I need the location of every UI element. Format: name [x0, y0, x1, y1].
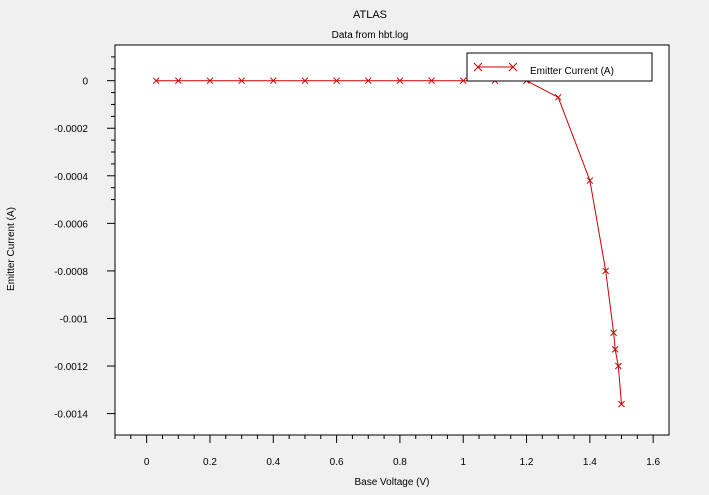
x-tick-label: 0.4 — [266, 457, 280, 468]
y-tick-label: 0 — [82, 77, 88, 88]
x-tick-label: 1 — [460, 457, 466, 468]
legend-label: Emitter Current (A) — [530, 66, 614, 77]
chart-title: ATLAS — [353, 9, 387, 21]
data-point — [586, 177, 594, 184]
series-line — [156, 80, 622, 405]
data-point — [238, 77, 245, 85]
data-point — [428, 77, 435, 85]
y-tick-label: -0.001 — [60, 314, 89, 325]
chart-subtitle: Data from hbt.log — [332, 30, 409, 41]
data-point — [174, 77, 182, 85]
x-tick-label: 0.8 — [393, 457, 407, 468]
data-point — [611, 346, 619, 353]
plot-area — [114, 44, 670, 436]
data-point — [152, 77, 160, 85]
data-point — [333, 77, 340, 85]
data-point — [206, 77, 214, 85]
x-tick-label: 1.4 — [583, 457, 597, 468]
data-point — [610, 329, 617, 337]
data-point — [269, 77, 277, 85]
y-tick-label: -0.0014 — [54, 410, 88, 421]
data-point — [364, 77, 372, 85]
y-axis: 0 -0.0002 -0.0004 -0.0006 -0.0008 -0.001 -0.00… — [54, 56, 115, 421]
legend: Emitter Current (A) — [466, 52, 653, 82]
y-tick-label: -0.0004 — [54, 172, 88, 183]
y-tick-label: -0.0012 — [54, 362, 88, 373]
data-point — [602, 267, 610, 275]
x-tick-label: 1.2 — [520, 457, 534, 468]
data-point — [614, 362, 622, 370]
x-tick-label: 0 — [144, 457, 150, 468]
x-axis-label: Base Voltage (V) — [354, 477, 429, 488]
y-tick-label: -0.0002 — [54, 124, 88, 135]
data-point — [301, 77, 309, 85]
data-point — [459, 77, 467, 85]
x-tick-label: 0.6 — [330, 457, 344, 468]
x-axis: 0 0.2 0.4 0.6 0.8 1 1.2 1.4 1.6 — [114, 435, 661, 468]
data-point — [396, 77, 404, 85]
x-tick-label: 0.2 — [203, 457, 217, 468]
series-layer — [152, 77, 625, 408]
legend-marker — [473, 62, 518, 72]
y-axis-label: Emitter Current (A) — [6, 207, 17, 291]
y-tick-label: -0.0008 — [54, 267, 88, 278]
y-tick-label: -0.0006 — [54, 219, 88, 230]
data-point — [554, 93, 562, 101]
data-point — [618, 400, 625, 408]
x-tick-label: 1.6 — [646, 457, 660, 468]
